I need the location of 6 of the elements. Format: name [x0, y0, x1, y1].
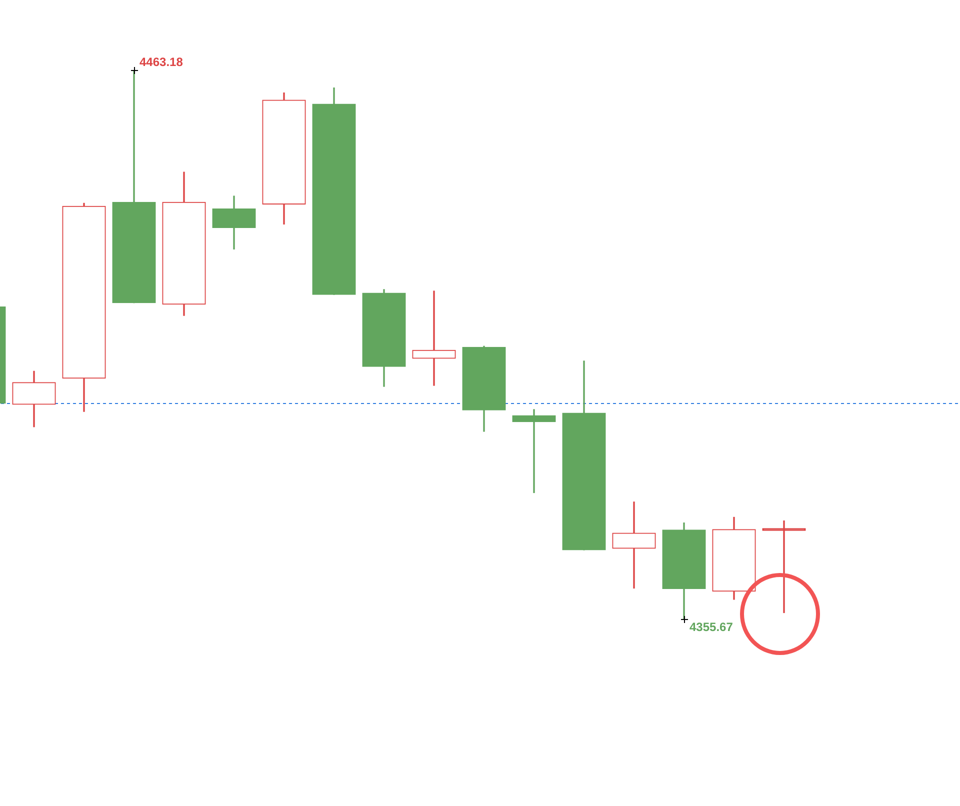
text: 4355.67 — [690, 620, 734, 634]
text: 4463.18 — [140, 54, 184, 69]
candlestick — [412, 290, 456, 386]
candlestick — [512, 409, 556, 494]
candlestick — [762, 520, 806, 614]
candlestick — [612, 502, 656, 589]
